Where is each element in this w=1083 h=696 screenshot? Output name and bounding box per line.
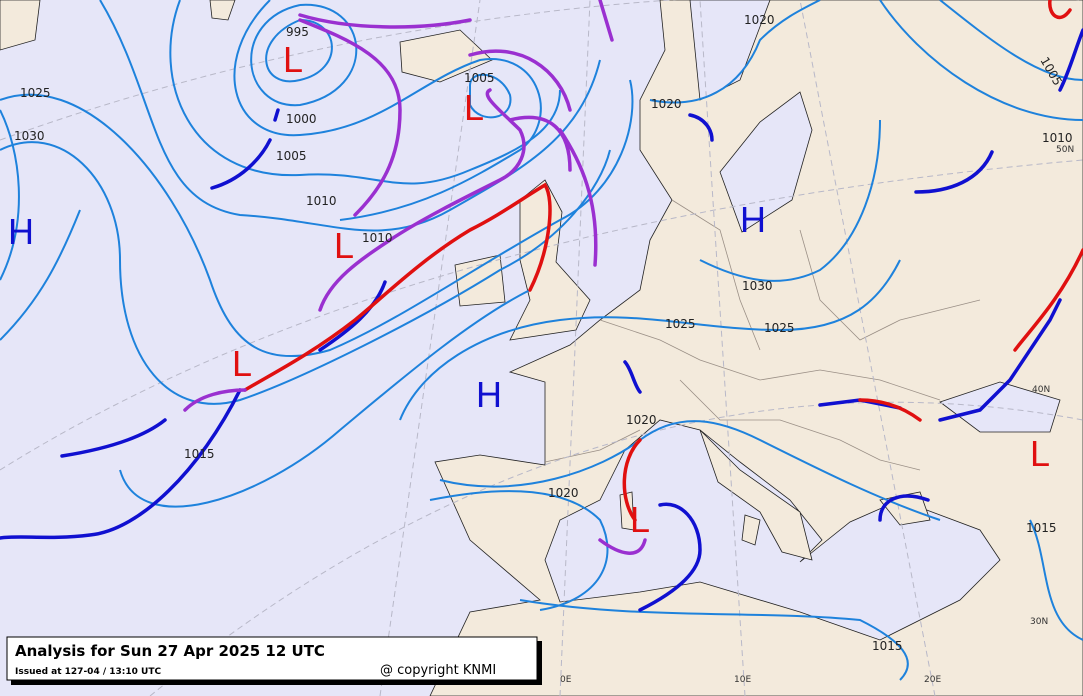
isobar-label: 1025 (665, 317, 696, 331)
isobar-label: 1005 (464, 71, 495, 85)
isobar-label: 1020 (626, 413, 657, 427)
high-center: H (740, 199, 766, 240)
low-center: L (334, 225, 354, 266)
isobar-label: 1015 (184, 447, 215, 461)
title: Analysis for Sun 27 Apr 2025 12 UTC (15, 642, 325, 660)
isobar-label: 1020 (651, 97, 682, 111)
low-center: L (630, 499, 650, 540)
isobar-label: 1010 (362, 231, 393, 245)
low-center: L (1030, 433, 1050, 474)
pressure-labels: 995 1000 1005 1005 1005 1010 1010 1010 1… (14, 13, 1073, 653)
fronts (0, 0, 1083, 612)
issued-time: Issued at 127-04 / 13:10 UTC (15, 667, 161, 677)
grid-labels: 50N 40N 30N 0E 10E 20E (560, 145, 1074, 685)
high-center: H (476, 374, 502, 415)
isobar-label: 1015 (1026, 521, 1057, 535)
isobar-label: 1030 (14, 129, 45, 143)
isobar-label: 1010 (306, 194, 337, 208)
isobar-label: 1025 (764, 321, 795, 335)
isobar-label: 1025 (20, 86, 51, 100)
copyright: @ copyright KNMI (380, 663, 496, 678)
pressure-centers: H H H L L L L L L (8, 39, 1050, 540)
isobar-label: 995 (286, 25, 309, 39)
isobars (0, 0, 1083, 681)
longitude-label: 0E (560, 675, 572, 685)
title-box: Analysis for Sun 27 Apr 2025 12 UTC Issu… (6, 636, 542, 685)
longitude-label: 20E (924, 675, 941, 685)
longitude-label: 10E (734, 675, 751, 685)
low-center: L (283, 39, 303, 80)
isobar-label: 1010 (1042, 131, 1073, 145)
low-center: L (232, 343, 252, 384)
latitude-label: 40N (1032, 385, 1050, 395)
high-center: H (8, 211, 34, 252)
low-center: L (464, 87, 484, 128)
isobar-label: 1000 (286, 112, 317, 126)
isobar-label: 1015 (872, 639, 903, 653)
isobar-label: 1020 (744, 13, 775, 27)
isobar-label: 1005 (276, 149, 307, 163)
borders (544, 199, 981, 471)
isobar-label: 1020 (548, 486, 579, 500)
latitude-label: 50N (1056, 145, 1074, 155)
latitude-label: 30N (1030, 617, 1048, 627)
isobar-label: 1030 (742, 279, 773, 293)
